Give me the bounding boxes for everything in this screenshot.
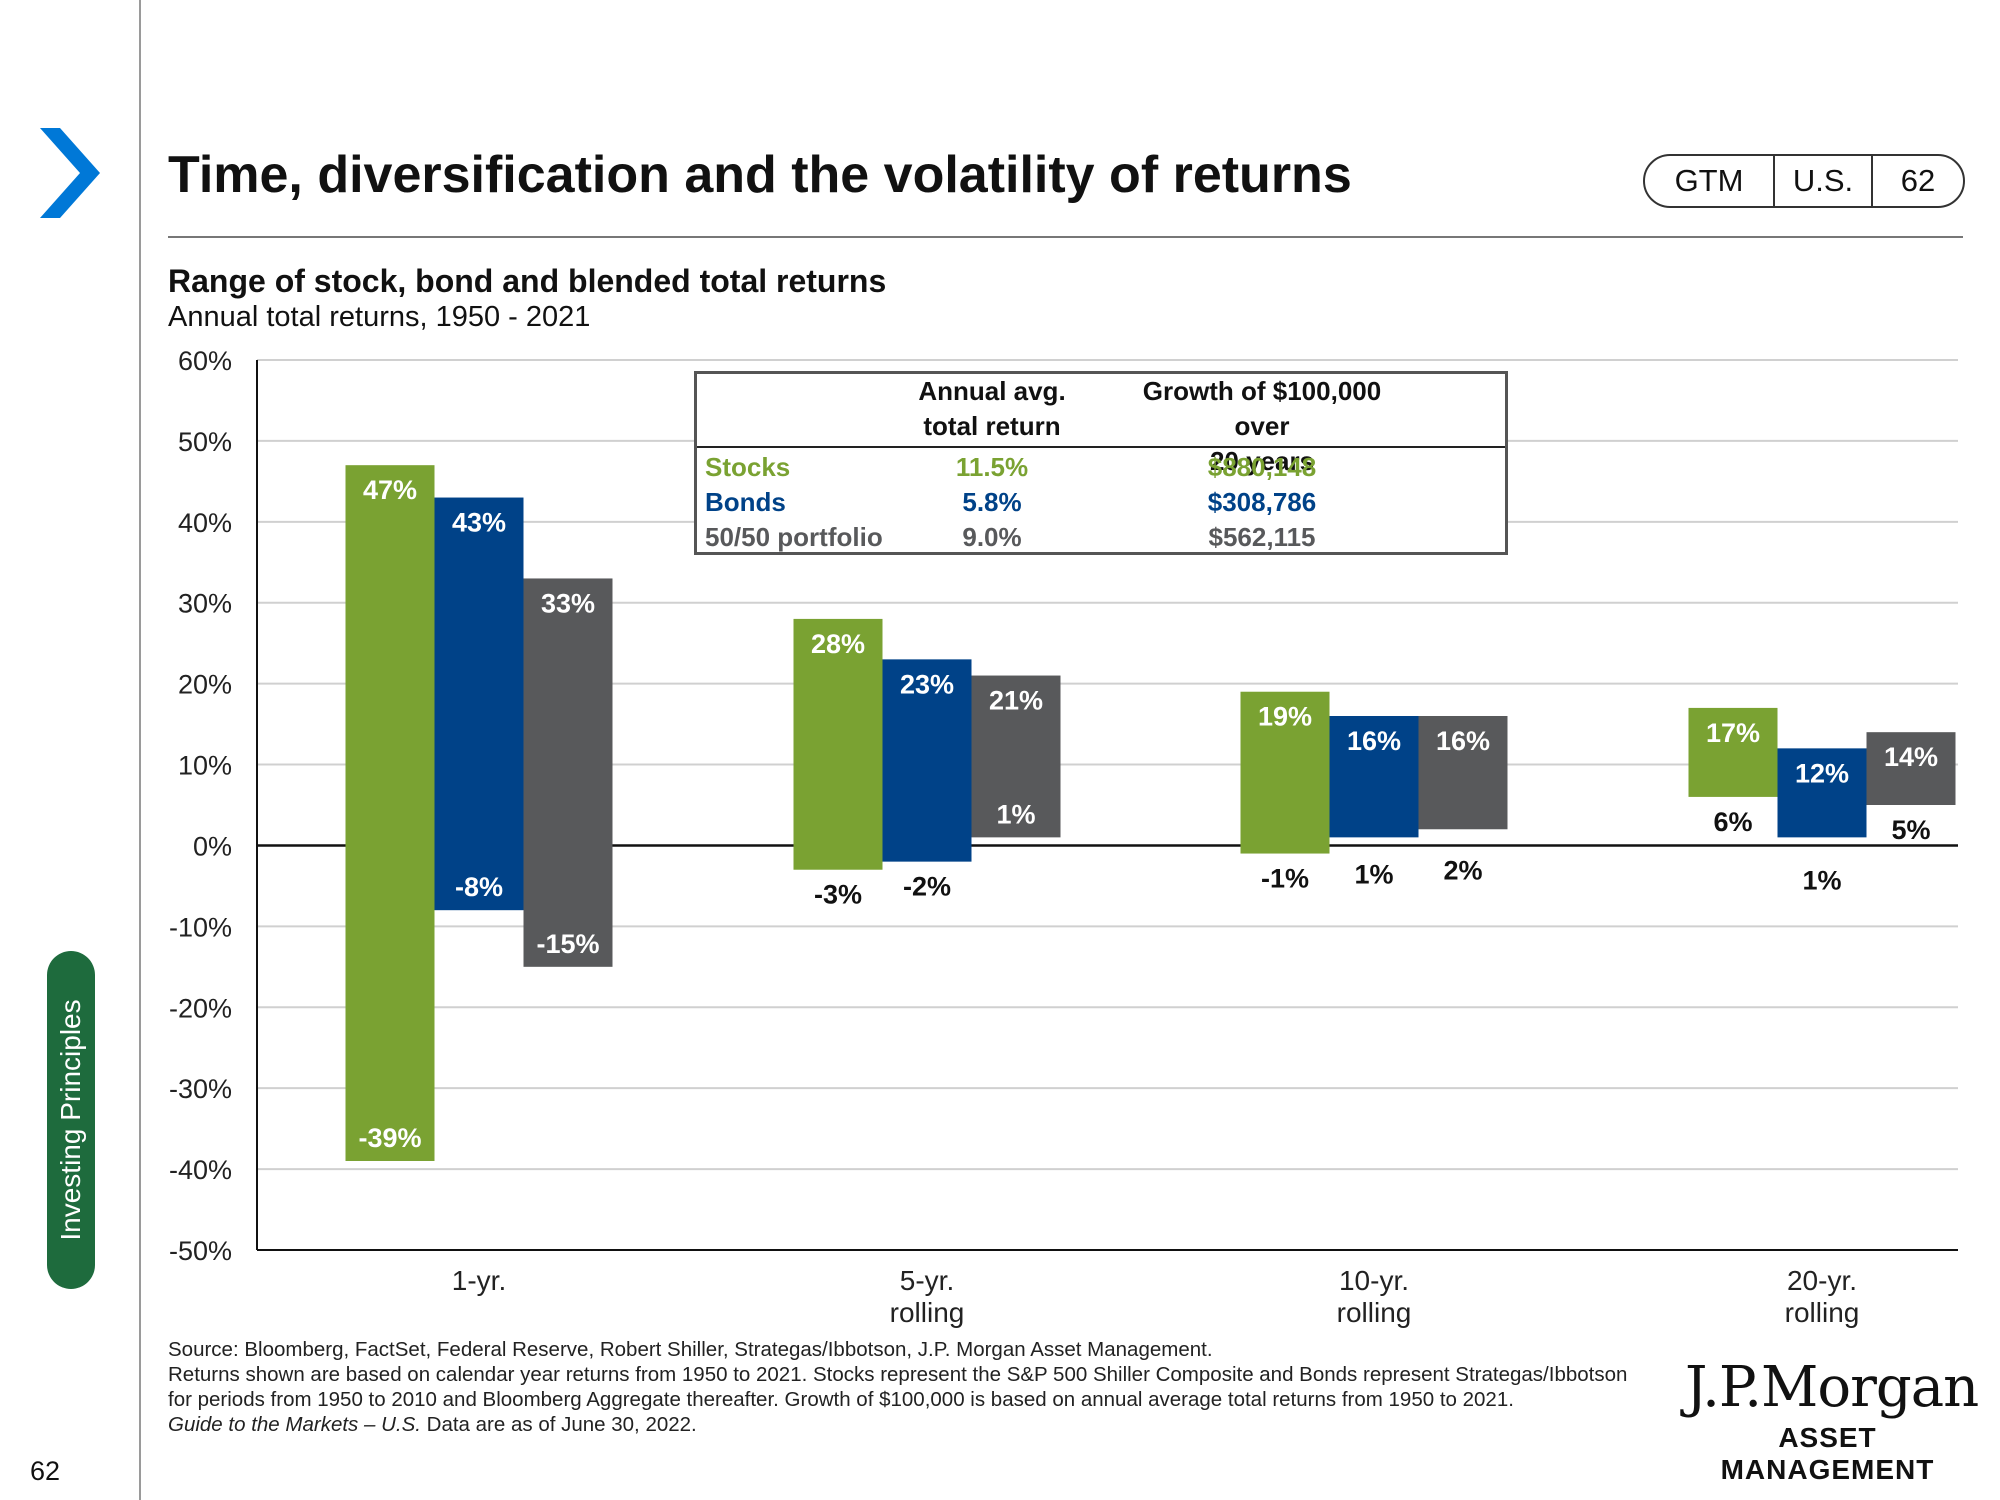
guide-title: Guide to the Markets – U.S. — [168, 1413, 421, 1436]
summary-table: Annual avg. total return Growth of $100,… — [694, 371, 1508, 555]
range-bar-stocks — [1688, 707, 1778, 797]
gtm-badge: GTM U.S. 62 — [1643, 154, 1965, 208]
gtm-badge-page: 62 — [1900, 163, 1936, 198]
range-bar-stocks — [793, 618, 883, 870]
summary-col1-header-line1: Annual avg. — [918, 376, 1066, 406]
bar-low-label: -15% — [536, 929, 599, 959]
y-tick-label: -10% — [169, 912, 232, 942]
y-tick-label: 20% — [178, 670, 232, 700]
bar-low-label: -2% — [903, 872, 951, 902]
summary-row-stocks-avg: 11.5% — [955, 452, 1029, 482]
category-label: 1-yr. — [452, 1265, 506, 1296]
range-bar-blend — [523, 578, 613, 967]
bar-low-label: -8% — [455, 872, 503, 902]
bar-low-label: 1% — [1802, 865, 1841, 895]
guide-date: Data are as of June 30, 2022. — [420, 1413, 697, 1436]
range-bar-bonds — [882, 659, 972, 862]
range-bar-blend — [1418, 716, 1508, 830]
bar-high-label: 19% — [1258, 702, 1312, 732]
summary-col2-header: Growth of $100,000 over 20 years — [1117, 374, 1407, 479]
summary-row-bonds-label: Bonds — [705, 487, 786, 517]
category-label: rolling — [1785, 1297, 1860, 1328]
range-bar-bonds — [1777, 748, 1867, 838]
bar-high-label: 16% — [1436, 726, 1490, 756]
summary-col2-header-line2: 20 years — [1209, 446, 1315, 476]
bar-high-label: 33% — [541, 588, 595, 618]
range-bar-blend — [1866, 732, 1956, 805]
jpmorgan-logo: J.P.Morgan ASSET MANAGEMENT — [1685, 1355, 1979, 1486]
logo-wordmark: J.P.Morgan — [1685, 1355, 1979, 1420]
left-divider — [139, 0, 141, 1500]
category-label: 20-yr. — [1787, 1265, 1857, 1296]
range-bar-bonds — [1329, 716, 1419, 838]
bar-low-label: -1% — [1261, 864, 1309, 894]
bar-low-label: 2% — [1443, 855, 1482, 885]
y-tick-label: 50% — [178, 427, 232, 457]
bar-high-label: 43% — [452, 508, 506, 538]
category-label: rolling — [1337, 1297, 1412, 1328]
summary-row-blend-avg: 9.0% — [962, 522, 1022, 552]
y-tick-label: 10% — [178, 751, 232, 781]
summary-row-stocks-label: Stocks — [705, 452, 791, 482]
bar-low-label: -3% — [814, 880, 862, 910]
gtm-badge-region: U.S. — [1775, 156, 1873, 206]
bar-low-label: -39% — [358, 1123, 421, 1153]
bar-low-label: 1% — [1354, 859, 1393, 889]
bar-high-label: 47% — [363, 475, 417, 505]
y-tick-label: -30% — [169, 1074, 232, 1104]
bar-high-label: 16% — [1347, 726, 1401, 756]
y-tick-label: -40% — [169, 1155, 232, 1185]
bar-high-label: 14% — [1884, 742, 1938, 772]
page-number: 62 — [30, 1456, 61, 1486]
range-bar-bonds — [434, 497, 524, 911]
chart-title: Range of stock, bond and blended total r… — [168, 263, 887, 299]
y-tick-label: 60% — [178, 346, 232, 376]
range-bar-stocks — [345, 465, 435, 1161]
chevron-right-icon — [40, 128, 100, 218]
bar-high-label: 17% — [1706, 718, 1760, 748]
y-tick-label: -20% — [169, 993, 232, 1023]
page-title: Time, diversification and the volatility… — [168, 146, 1352, 204]
y-tick-label: -50% — [169, 1236, 232, 1266]
chart-subtitle: Annual total returns, 1950 - 2021 — [168, 301, 591, 333]
summary-row-bonds-growth: $308,786 — [1207, 487, 1317, 517]
y-tick-label: 30% — [178, 589, 232, 619]
range-bar-stocks — [1240, 691, 1330, 854]
summary-row-blend-label: 50/50 portfolio — [705, 522, 883, 552]
bar-high-label: 21% — [989, 686, 1043, 716]
source-line: Source: Bloomberg, FactSet, Federal Rese… — [168, 1338, 1213, 1361]
range-bar-blend — [971, 675, 1061, 838]
bar-low-label: 1% — [996, 799, 1035, 829]
gtm-badge-gtm: GTM — [1645, 156, 1775, 206]
summary-col1-header-line2: total return — [923, 411, 1061, 441]
bar-high-label: 28% — [811, 629, 865, 659]
source-footnote: Source: Bloomberg, FactSet, Federal Rese… — [168, 1337, 1628, 1437]
bar-low-label: 6% — [1713, 807, 1752, 837]
summary-col1-header: Annual avg. total return — [897, 374, 1087, 444]
summary-header-rule — [697, 446, 1505, 448]
y-tick-label: 40% — [178, 508, 232, 538]
bar-high-label: 12% — [1795, 758, 1849, 788]
summary-row-blend-growth: $562,115 — [1208, 522, 1316, 552]
data-date-note: Guide to the Markets – U.S. Data are as … — [168, 1412, 1628, 1437]
section-pill: Investing Principles — [47, 951, 95, 1289]
summary-row-stocks-growth: $880,148 — [1207, 452, 1317, 482]
category-label: 5-yr. — [900, 1265, 954, 1296]
category-label: rolling — [890, 1297, 965, 1328]
category-label: 10-yr. — [1339, 1265, 1409, 1296]
bar-high-label: 23% — [900, 669, 954, 699]
bar-low-label: 5% — [1891, 815, 1930, 845]
summary-row-bonds-avg: 5.8% — [962, 487, 1022, 517]
summary-col2-header-line1: Growth of $100,000 over — [1142, 376, 1382, 441]
y-tick-label: 0% — [193, 831, 232, 861]
methodology-note: Returns shown are based on calendar year… — [168, 1363, 1628, 1411]
title-divider — [168, 236, 1963, 238]
logo-subline: ASSET MANAGEMENT — [1720, 1422, 1935, 1485]
